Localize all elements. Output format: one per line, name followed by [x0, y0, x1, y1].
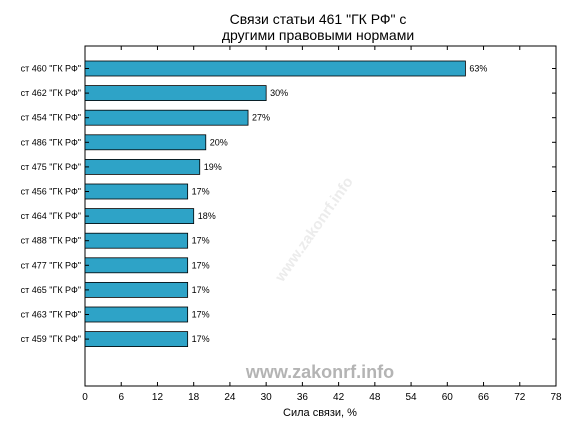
data-label-7: 17%	[192, 236, 210, 246]
x-tick-label-9: 54	[406, 392, 418, 403]
data-label-10: 17%	[192, 310, 210, 320]
data-label-2: 27%	[252, 113, 270, 123]
bar-6	[84, 208, 195, 225]
bar-5	[84, 183, 189, 200]
x-tick-label-6: 36	[297, 392, 309, 403]
x-axis-label: Сила связи, %	[283, 407, 357, 419]
x-tick-label-8: 48	[369, 392, 381, 403]
chart-title-line-1: Связи статьи 461 "ГК РФ" с	[230, 11, 407, 27]
data-label-8: 17%	[192, 260, 210, 270]
data-label-11: 17%	[192, 334, 210, 344]
x-tick-label-2: 12	[152, 392, 164, 403]
bar-11	[84, 331, 189, 348]
x-tick-label-3: 18	[188, 392, 200, 403]
x-tick-label-0: 0	[82, 392, 88, 403]
category-label-5: ст 456 "ГК РФ"	[21, 187, 81, 197]
x-tick-label-12: 72	[514, 392, 526, 403]
data-label-0: 63%	[469, 64, 487, 74]
x-tick-label-13: 78	[550, 392, 562, 403]
data-label-9: 17%	[192, 285, 210, 295]
bar-9	[84, 281, 189, 298]
category-labels-group: ст 460 "ГК РФ" ст 462 "ГК РФ" ст 454 "ГК Р…	[21, 64, 81, 345]
x-tick-label-5: 30	[261, 392, 273, 403]
data-label-6: 18%	[198, 211, 216, 221]
x-ticks-group: 0 6 12 18 24 30 36 42 48 54 60 66 72 78	[82, 46, 562, 403]
bar-10	[84, 306, 189, 323]
bar-0	[84, 60, 466, 77]
category-label-10: ст 463 "ГК РФ"	[21, 310, 81, 320]
category-label-2: ст 454 "ГК РФ"	[21, 113, 81, 123]
category-label-7: ст 488 "ГК РФ"	[21, 236, 81, 246]
data-label-4: 19%	[204, 162, 222, 172]
data-labels-group: 63% 30% 27% 20% 19% 17% 18% 17% 17% 17% 17% 17%	[192, 64, 488, 345]
category-label-9: ст 465 "ГК РФ"	[21, 285, 81, 295]
bars-group	[84, 60, 556, 348]
bar-3	[84, 134, 207, 151]
chart-title-line-2: другими правовыми нормами	[222, 27, 414, 43]
category-label-4: ст 475 "ГК РФ"	[21, 162, 81, 172]
bar-2	[84, 109, 249, 126]
category-label-1: ст 462 "ГК РФ"	[21, 88, 81, 98]
category-label-3: ст 486 "ГК РФ"	[21, 137, 81, 147]
data-label-5: 17%	[192, 187, 210, 197]
x-tick-label-7: 42	[333, 392, 345, 403]
category-label-11: ст 459 "ГК РФ"	[21, 334, 81, 344]
data-label-3: 20%	[210, 137, 228, 147]
bar-1	[84, 85, 267, 101]
faint-watermark: www.zakonrf.info	[271, 174, 356, 286]
category-label-6: ст 464 "ГК РФ"	[21, 211, 81, 221]
x-tick-label-10: 60	[442, 392, 454, 403]
category-label-8: ст 477 "ГК РФ"	[21, 260, 81, 270]
x-tick-label-11: 66	[478, 392, 490, 403]
category-label-0: ст 460 "ГК РФ"	[21, 64, 81, 74]
bar-4	[84, 158, 201, 175]
x-tick-label-4: 24	[224, 392, 236, 403]
bar-7	[84, 232, 189, 249]
bar-8	[84, 257, 189, 274]
x-tick-label-1: 6	[118, 392, 124, 403]
site-watermark: www.zakonrf.info	[245, 362, 394, 382]
data-label-1: 30%	[270, 88, 288, 98]
